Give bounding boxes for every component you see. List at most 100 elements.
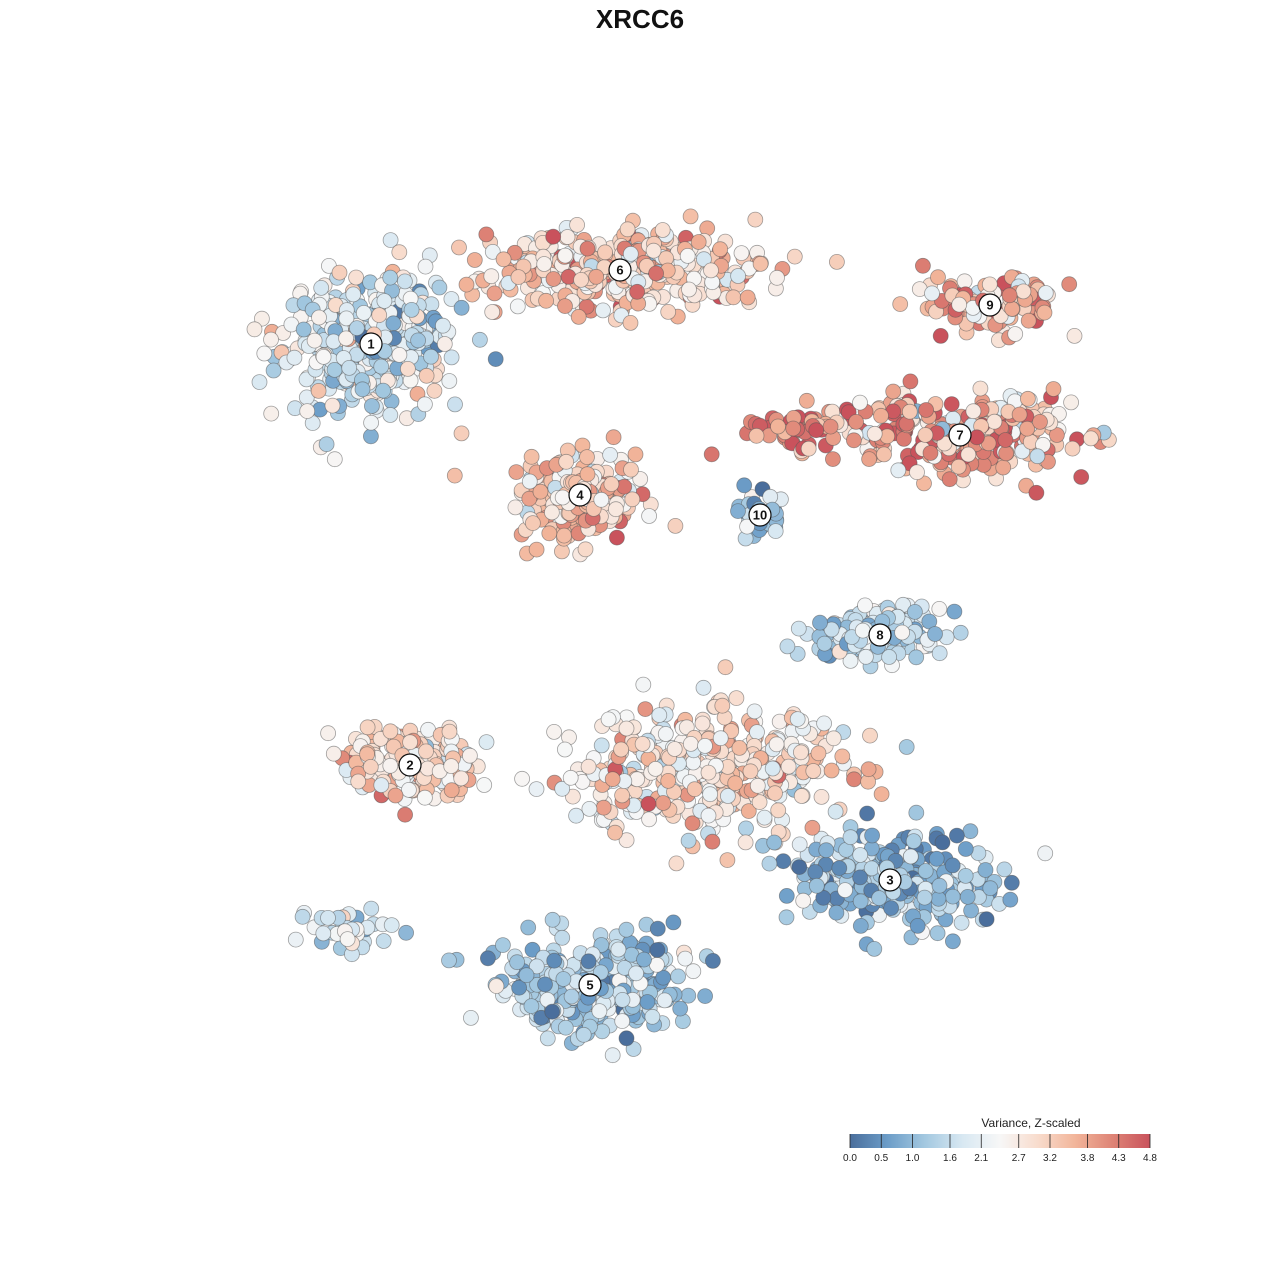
cell-point: [603, 476, 620, 493]
cell-point: [426, 382, 443, 399]
cell-point: [418, 743, 434, 760]
cell-point: [443, 758, 460, 774]
cluster-label-badge: [608, 258, 632, 282]
cell-point: [982, 880, 999, 897]
cell-point: [766, 834, 783, 851]
cell-point: [700, 764, 717, 781]
cell-point: [859, 805, 875, 822]
cell-point: [852, 918, 869, 934]
cell-point: [655, 795, 672, 811]
cluster-label-4: 4: [568, 483, 592, 507]
cell-point: [579, 466, 596, 483]
cell-point: [441, 373, 458, 389]
cell-point: [846, 771, 862, 788]
legend-tick-label: 1.6: [943, 1153, 957, 1164]
cell-point: [960, 446, 977, 463]
cell-point: [829, 253, 845, 270]
chart-title: XRCC6: [595, 4, 685, 34]
cluster-label-text: 2: [406, 758, 413, 773]
cell-point: [1049, 427, 1065, 443]
cell-point: [294, 908, 311, 925]
cell-point: [712, 241, 729, 258]
cell-point: [570, 308, 587, 325]
cell-point: [946, 603, 963, 620]
cell-point: [686, 781, 703, 798]
cell-point: [685, 963, 702, 980]
cell-point: [795, 892, 812, 909]
cell-point: [403, 301, 420, 318]
cell-point: [619, 221, 636, 238]
cell-point: [624, 491, 641, 508]
cell-point: [508, 464, 525, 481]
cell-point: [640, 795, 657, 812]
cell-point: [761, 855, 778, 872]
cell-point: [580, 953, 597, 970]
cell-point: [644, 1008, 661, 1025]
cell-point: [579, 240, 596, 257]
cell-point: [682, 736, 699, 752]
cell-point: [654, 222, 671, 238]
cell-point: [605, 429, 622, 446]
cell-point: [471, 331, 488, 348]
cell-point: [339, 931, 356, 947]
cell-point: [311, 309, 327, 326]
cell-point: [318, 436, 335, 453]
cell-point: [557, 247, 574, 264]
cell-point: [959, 889, 976, 905]
cell-point: [660, 303, 677, 320]
cell-point: [864, 827, 880, 844]
cell-point: [998, 445, 1014, 462]
cell-point: [941, 471, 958, 488]
cell-point: [397, 806, 414, 823]
cell-point: [702, 786, 718, 803]
cell-point: [313, 279, 330, 296]
cell-point: [890, 462, 907, 479]
cell-point: [951, 296, 968, 313]
cell-point: [484, 304, 501, 320]
cell-point: [1036, 304, 1053, 321]
legend-tick-label: 1.0: [906, 1153, 920, 1164]
cell-point: [677, 950, 694, 967]
cell-point: [521, 490, 538, 507]
cell-point: [749, 777, 766, 794]
cell-point: [805, 763, 822, 779]
color-legend: Variance, Z-scaled 0.0 0.5 1.0 1.6 2.1 2.7 3.2…: [843, 1116, 1157, 1164]
cell-point: [837, 882, 853, 898]
cell-point: [916, 889, 933, 906]
cell-point: [295, 321, 312, 338]
cell-point: [696, 251, 712, 268]
cell-point: [681, 281, 697, 298]
cell-point: [668, 855, 685, 872]
cell-point: [645, 242, 662, 259]
cluster-label-text: 4: [576, 488, 584, 503]
cell-point: [635, 676, 652, 693]
cell-point: [823, 621, 840, 638]
cell-point: [791, 859, 808, 875]
cell-point: [1045, 381, 1062, 397]
cell-point: [483, 268, 500, 285]
cell-point: [287, 931, 304, 948]
cell-point: [536, 256, 553, 272]
cell-point: [495, 251, 512, 268]
cell-point: [908, 804, 925, 821]
cell-point: [616, 478, 633, 495]
cell-point: [909, 918, 926, 934]
cell-point: [618, 1030, 635, 1047]
cell-point: [604, 771, 621, 788]
cell-point: [545, 228, 562, 245]
cell-point: [627, 446, 644, 463]
cell-point: [719, 852, 736, 868]
cell-point: [581, 801, 598, 817]
cell-point: [416, 396, 433, 413]
cell-point: [842, 829, 859, 846]
cell-point: [507, 499, 524, 516]
cell-point: [684, 815, 701, 832]
cluster-label-5: 5: [578, 973, 602, 997]
cell-point: [672, 1000, 689, 1017]
cell-point: [569, 216, 585, 233]
cell-point: [665, 914, 682, 931]
cell-point: [544, 504, 560, 521]
cell-point: [443, 782, 460, 799]
cell-point: [639, 994, 656, 1010]
legend-tick-label: 3.2: [1043, 1153, 1057, 1164]
